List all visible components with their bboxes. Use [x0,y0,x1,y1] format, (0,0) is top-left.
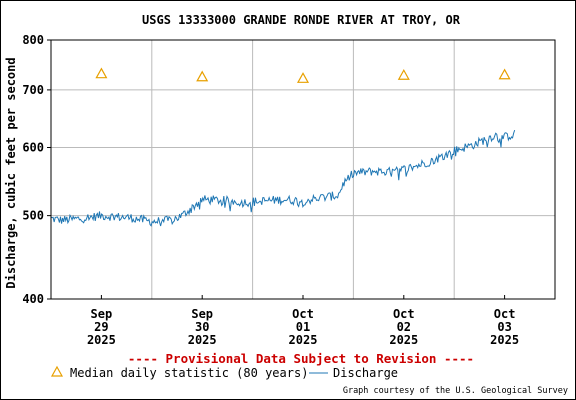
x-tick-month: Sep [191,307,213,321]
median-marker [196,70,209,82]
x-tick-day: 01 [296,320,310,334]
x-tick-month: Oct [393,307,415,321]
x-tick-day: 30 [195,320,209,334]
y-tick-label: 700 [22,83,44,97]
x-tick-year: 2025 [490,333,519,347]
median-marker [95,67,108,79]
median-marker [296,72,310,83]
provisional-notice: ---- Provisional Data Subject to Revisio… [128,351,474,366]
legend-median-label: Median daily statistic (80 years) [70,366,308,380]
x-tick-day: 29 [94,320,108,334]
x-tick-month: Sep [91,307,113,321]
median-legend-icon [50,365,64,377]
x-tick-year: 2025 [389,333,418,347]
x-tick-day: 03 [497,320,511,334]
plot-area-border [50,39,556,300]
x-tick-year: 2025 [87,333,116,347]
y-tick-label: 500 [22,209,44,223]
y-axis-label: Discharge, cubic feet per second [4,57,18,288]
chart-title: USGS 13333000 GRANDE RONDE RIVER AT TROY… [142,13,461,27]
x-tick-year: 2025 [188,333,217,347]
y-axis-ticks: 800 700 600 500 400 [22,33,51,306]
y-tick-label: 600 [22,140,44,154]
x-tick-year: 2025 [289,333,318,347]
median-marker [397,69,410,80]
credit-text: Graph courtesy of the U.S. Geological Su… [343,386,568,396]
y-tick-label: 800 [22,33,44,47]
y-tick-label: 400 [22,292,44,306]
x-tick-month: Oct [494,307,516,321]
x-tick-month: Oct [292,307,314,321]
discharge-series-line [50,129,516,227]
grid-lines [51,40,555,299]
median-markers [95,67,511,83]
median-marker [498,68,511,80]
legend-discharge-label: Discharge [333,366,398,380]
x-axis-ticks: Sep292025Sep302025Oct012025Oct022025Oct0… [87,295,519,347]
x-tick-day: 02 [397,320,411,334]
